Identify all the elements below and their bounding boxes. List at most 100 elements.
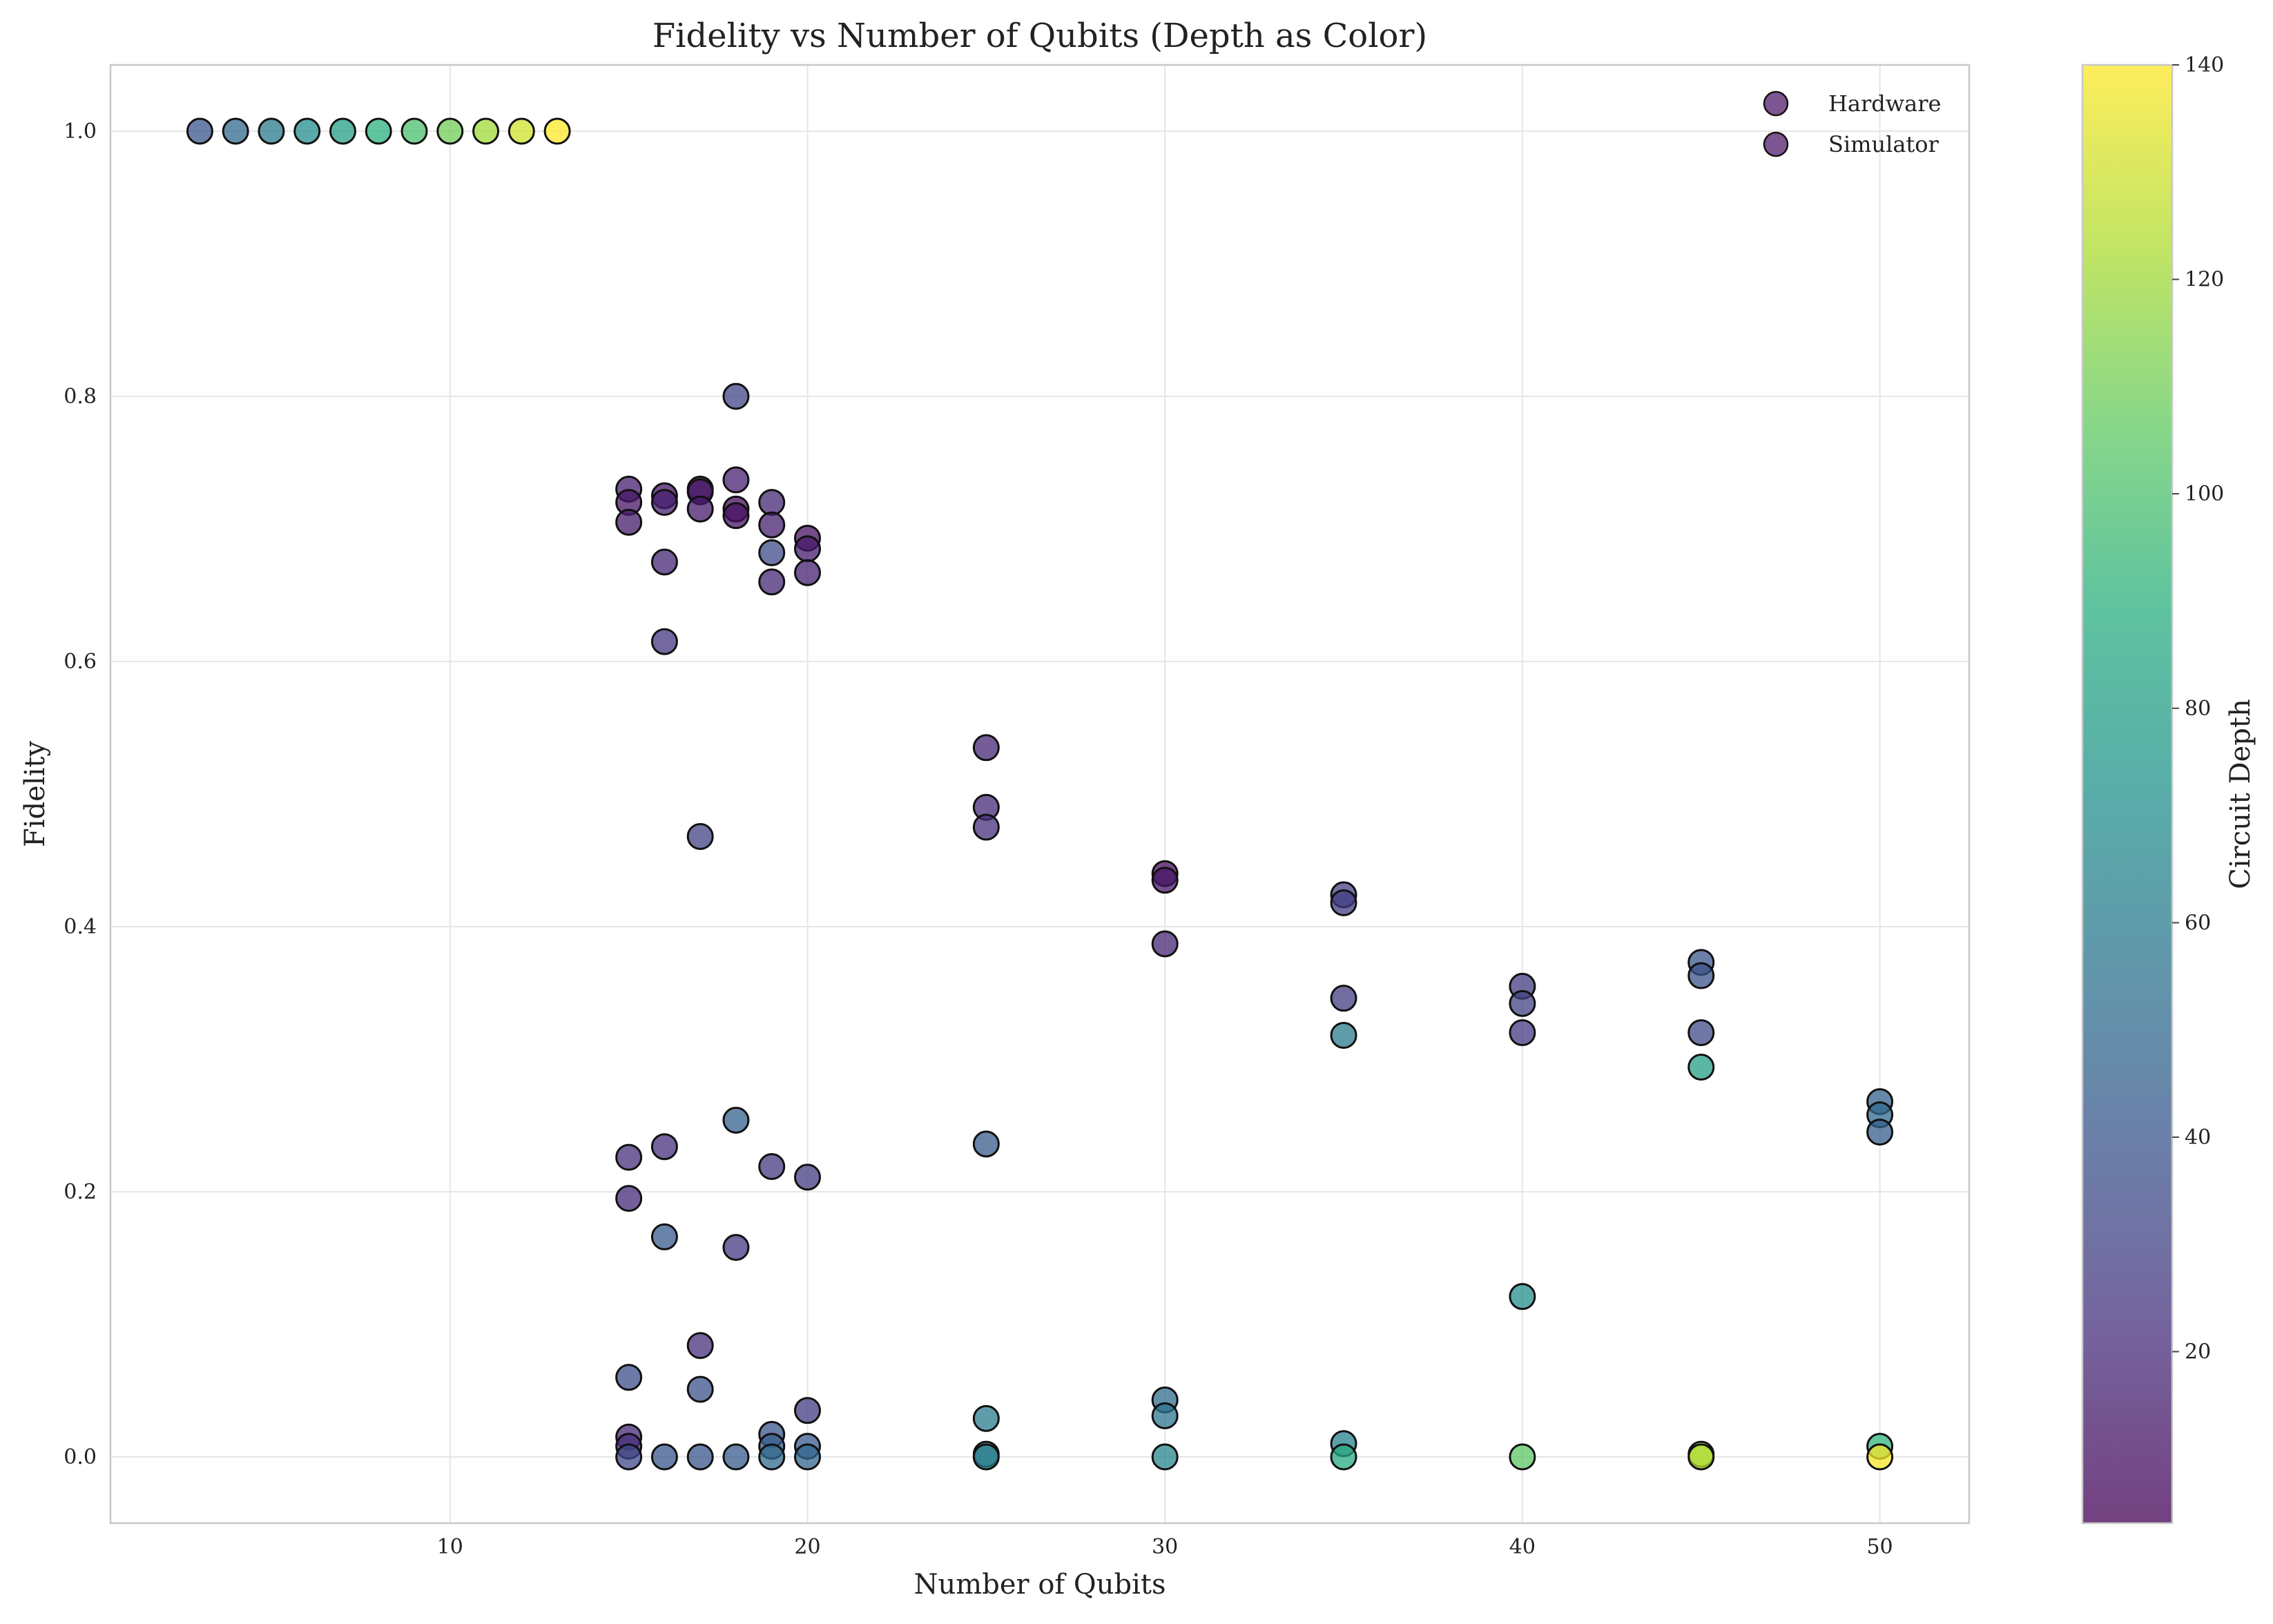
data-point-simulator	[615, 1364, 643, 1391]
colorbar-tick-label: 100	[2185, 482, 2224, 506]
data-point-hardware	[722, 502, 750, 530]
data-point-simulator	[1866, 1443, 1894, 1471]
data-point-simulator	[365, 117, 392, 145]
data-point-simulator	[722, 1106, 750, 1134]
data-point-simulator	[472, 117, 500, 145]
legend-marker-simulator	[1763, 131, 1789, 157]
data-point-simulator	[722, 1234, 750, 1262]
legend-label-hardware: Hardware	[1828, 90, 1941, 117]
data-point-hardware	[722, 466, 750, 494]
colorbar-tick-label: 20	[2185, 1340, 2211, 1364]
data-point-hardware	[1509, 989, 1536, 1017]
colorbar-tick-label: 60	[2185, 911, 2211, 935]
data-point-simulator	[972, 1130, 1000, 1158]
data-point-hardware	[1687, 1019, 1715, 1047]
data-point-simulator	[615, 1443, 643, 1471]
y-tick-label: 0.8	[64, 385, 97, 409]
data-point-simulator	[507, 117, 535, 145]
data-point-simulator	[400, 117, 428, 145]
data-point-simulator	[436, 117, 464, 145]
data-point-hardware	[650, 628, 678, 655]
data-point-hardware	[1151, 930, 1179, 958]
data-point-hardware	[1330, 985, 1357, 1012]
data-point-simulator	[258, 117, 285, 145]
data-point-hardware	[758, 489, 786, 516]
colorbar-ticks: 20 40 60 80 100 120 140	[2172, 53, 2224, 1364]
legend: Hardware Simulator	[1763, 90, 1941, 157]
data-point-simulator	[686, 1443, 714, 1471]
data-point-simulator	[1151, 1402, 1179, 1429]
data-points	[186, 117, 1894, 1471]
x-tick-label: 30	[1152, 1535, 1178, 1559]
y-tick-label: 0.6	[64, 650, 97, 674]
data-point-simulator	[1509, 1443, 1536, 1471]
data-point-hardware	[615, 508, 643, 536]
data-point-hardware	[794, 535, 821, 563]
data-point-hardware	[794, 559, 821, 586]
colorbar: 20 40 60 80 100 120 140 Circuit Depth	[2081, 53, 2256, 1525]
data-point-hardware	[1866, 1119, 1894, 1146]
colorbar-gradient	[2081, 64, 2174, 1525]
data-point-hardware	[1330, 889, 1357, 916]
data-point-hardware	[650, 548, 678, 576]
data-point-hardware	[758, 539, 786, 567]
data-point-hardware	[1330, 1021, 1357, 1049]
y-tick-label: 1.0	[64, 119, 97, 144]
x-axis-label: Number of Qubits	[914, 1569, 1166, 1601]
data-point-simulator	[650, 1133, 678, 1161]
data-point-simulator	[722, 1443, 750, 1471]
data-point-simulator	[1687, 1443, 1715, 1471]
x-tick-label: 40	[1509, 1535, 1536, 1559]
data-point-simulator	[650, 1443, 678, 1471]
plot-area	[110, 65, 1969, 1523]
data-point-hardware	[686, 495, 714, 523]
data-point-simulator	[794, 1443, 821, 1471]
y-tick-label: 0.0	[64, 1445, 97, 1469]
x-axis-ticks: 10 20 30 40 50	[437, 1535, 1893, 1559]
data-point-hardware	[722, 383, 750, 410]
data-point-simulator	[615, 1143, 643, 1171]
data-point-simulator	[972, 1404, 1000, 1432]
y-tick-label: 0.4	[64, 915, 97, 939]
y-axis-ticks: 0.0 0.2 0.4 0.6 0.8 1.0	[64, 119, 97, 1469]
x-tick-label: 10	[437, 1535, 463, 1559]
x-tick-label: 20	[794, 1535, 820, 1559]
data-point-hardware	[1151, 867, 1179, 894]
y-tick-label: 0.2	[64, 1180, 97, 1204]
legend-label-simulator: Simulator	[1828, 131, 1940, 157]
data-point-hardware	[972, 813, 1000, 841]
data-point-simulator	[650, 1223, 678, 1250]
data-point-simulator	[1330, 1443, 1357, 1471]
data-point-simulator	[186, 117, 213, 145]
chart-title: Fidelity vs Number of Qubits (Depth as C…	[652, 17, 1427, 55]
x-tick-label: 50	[1866, 1535, 1893, 1559]
data-point-hardware	[650, 489, 678, 516]
data-point-simulator	[222, 117, 249, 145]
data-point-hardware	[972, 734, 1000, 762]
plot-frame	[109, 64, 1971, 1525]
data-point-simulator	[686, 1375, 714, 1403]
colorbar-tick-label: 40	[2185, 1125, 2211, 1150]
data-point-hardware	[1687, 962, 1715, 989]
data-point-hardware	[1509, 1283, 1536, 1311]
data-point-hardware	[686, 822, 714, 850]
y-axis-label: Fidelity	[19, 741, 51, 847]
data-point-simulator	[615, 1185, 643, 1212]
data-point-simulator	[758, 1153, 786, 1181]
legend-marker-hardware	[1763, 90, 1789, 117]
data-point-simulator	[794, 1397, 821, 1424]
data-point-simulator	[293, 117, 321, 145]
data-point-hardware	[1687, 1054, 1715, 1081]
data-point-hardware	[1509, 1019, 1536, 1047]
data-point-simulator	[686, 1332, 714, 1360]
data-point-simulator	[329, 117, 356, 145]
colorbar-tick-label: 80	[2185, 697, 2211, 721]
data-point-hardware	[758, 568, 786, 596]
data-point-simulator	[972, 1443, 1000, 1471]
colorbar-label: Circuit Depth	[2225, 699, 2256, 889]
colorbar-tick-label: 140	[2185, 53, 2224, 77]
colorbar-tick-label: 120	[2185, 268, 2224, 292]
data-point-simulator	[794, 1163, 821, 1191]
data-point-hardware	[758, 511, 786, 539]
